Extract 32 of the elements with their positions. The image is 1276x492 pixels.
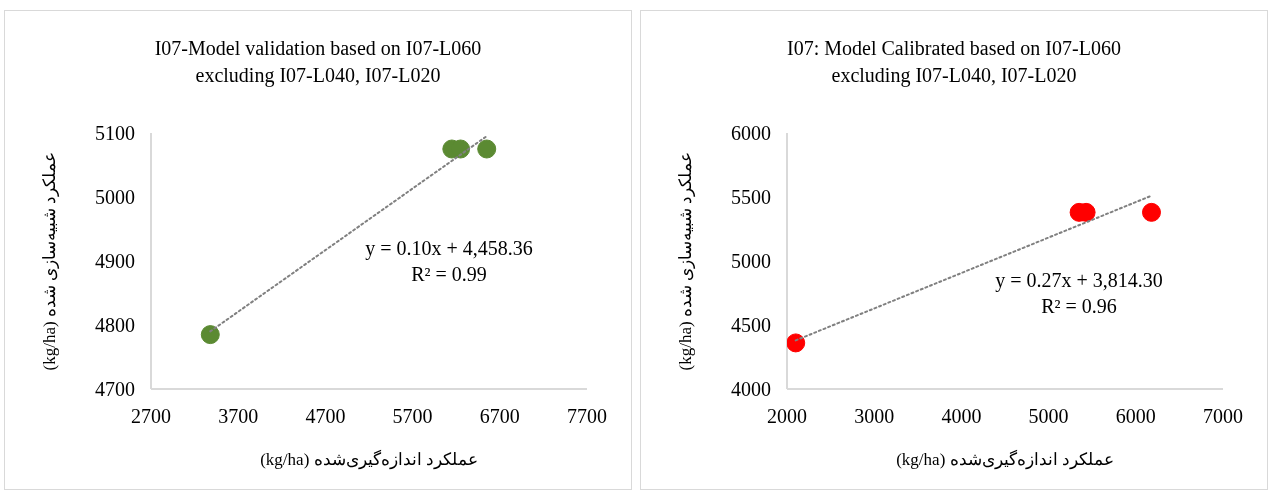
annotation: R² = 0.96 — [1040, 294, 1118, 319]
annotation: R² = 0.99 — [410, 262, 488, 287]
annotation: y = 0.27x + 3,814.30 — [994, 268, 1164, 293]
y-tick-label: 4500 — [731, 314, 771, 337]
x-tick-label: 5700 — [392, 405, 433, 428]
chart-title: I07: Model Calibrated based on I07-L060 excluding I07-L040, I07-L020 — [786, 36, 1122, 89]
annotation: y = 0.10x + 4,458.36 — [364, 236, 534, 261]
x-tick-label: 4000 — [941, 405, 982, 428]
x-tick-label: 5000 — [1028, 405, 1069, 428]
y-tick-label: 4900 — [95, 250, 135, 273]
y-tick-label: 4700 — [95, 378, 135, 401]
y-tick-label: 4000 — [731, 378, 771, 401]
y-tick-label: 5000 — [95, 186, 135, 209]
x-tick-label: 7000 — [1203, 405, 1243, 428]
y-axis-title: عملکرد شبیه‌سازی شده (kg/ha) — [676, 151, 697, 371]
x-axis-title: عملکرد اندازه‌گیری‌شده (kg/ha) — [260, 449, 478, 470]
chart-title: I07-Model validation based on I07-L060 excluding I07-L040, I07-L020 — [153, 36, 483, 89]
y-axis-title: عملکرد شبیه‌سازی شده (kg/ha) — [40, 151, 61, 371]
y-tick-label: 5100 — [95, 122, 135, 145]
x-tick-label: 6700 — [479, 405, 520, 428]
y-tick-label: 5000 — [731, 250, 771, 273]
x-tick-label: 4700 — [305, 405, 346, 428]
y-tick-label: 4800 — [95, 314, 135, 337]
x-tick-label: 3700 — [218, 405, 259, 428]
x-tick-label: 2000 — [767, 405, 807, 428]
y-tick-label: 6000 — [731, 122, 771, 145]
x-tick-label: 3000 — [854, 405, 895, 428]
y-tick-label: 5500 — [731, 186, 771, 209]
x-tick-label: 2700 — [131, 405, 171, 428]
x-tick-label: 7700 — [567, 405, 607, 428]
x-tick-label: 6000 — [1115, 405, 1156, 428]
x-axis-title: عملکرد اندازه‌گیری‌شده (kg/ha) — [896, 449, 1114, 470]
